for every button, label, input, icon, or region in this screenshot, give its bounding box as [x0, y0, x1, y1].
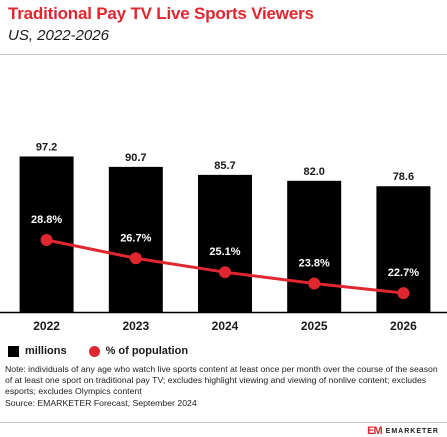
- chart-title: Traditional Pay TV Live Sports Viewers: [8, 4, 314, 23]
- x-tick-label: 2022: [33, 319, 60, 333]
- legend-bar-label: millions: [25, 345, 67, 357]
- bar-value-label: 82.0: [303, 166, 324, 178]
- source-text: Source: EMARKETER Forecast, September 20…: [5, 397, 197, 408]
- line-value-label: 22.7%: [388, 267, 419, 279]
- line-point: [40, 234, 53, 246]
- x-tick-label: 2025: [301, 319, 328, 333]
- bar-value-label: 90.7: [125, 152, 146, 164]
- chart-note: Note: individuals of any age who watch l…: [5, 364, 443, 409]
- line-value-label: 28.8%: [31, 214, 62, 226]
- legend-bar-swatch: [8, 345, 19, 357]
- line-point: [397, 287, 410, 300]
- line-value-label: 25.1%: [209, 246, 240, 258]
- bar: [198, 174, 252, 312]
- note-text: Note: individuals of any age who watch l…: [5, 364, 438, 397]
- legend-line-label: % of population: [105, 345, 189, 357]
- brand-logo: EM EMARKETER: [367, 425, 439, 437]
- chart-subtitle: US, 2022-2026: [8, 27, 109, 44]
- line-point: [129, 252, 142, 265]
- divider-bottom: [0, 422, 447, 423]
- line-point: [219, 266, 231, 279]
- x-tick-label: 2026: [390, 319, 417, 333]
- chart: 97.2 90.7 85.7 82.0 78.6 2022 2023 2024 2025 2026…: [0, 141, 447, 333]
- x-tick-label: 2023: [122, 319, 149, 333]
- line-value-label: 23.8%: [299, 258, 330, 270]
- line-point: [308, 277, 321, 290]
- legend: millions % of population: [8, 344, 188, 358]
- bar: [287, 180, 342, 312]
- logo-mark: EM: [367, 425, 382, 437]
- bar-value-label: 78.6: [393, 171, 414, 183]
- line-value-label: 26.7%: [120, 232, 151, 244]
- divider-top: [0, 54, 447, 55]
- x-tick-label: 2024: [212, 319, 239, 333]
- logo-wordmark: EMARKETER: [385, 427, 439, 435]
- bar-value-label: 85.7: [214, 160, 235, 172]
- bar-value-label: 97.2: [36, 141, 57, 153]
- legend-line-swatch: [88, 345, 100, 357]
- bar: [108, 166, 163, 312]
